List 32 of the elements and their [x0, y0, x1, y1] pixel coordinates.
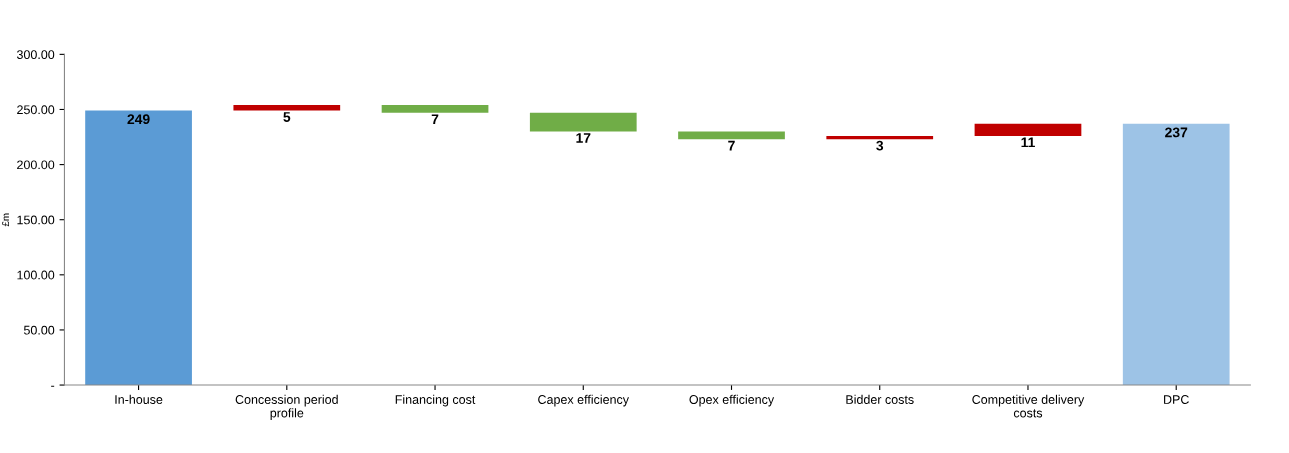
- x-tick-label: Capex efficiency: [538, 394, 629, 407]
- data-label: 7: [431, 114, 439, 124]
- x-tick-label: Opex efficiency: [689, 394, 775, 407]
- bar: [233, 105, 341, 111]
- x-tick-label: DPC: [1164, 395, 1189, 404]
- y-tick-label: 150.00: [17, 215, 55, 225]
- bar: [85, 110, 192, 386]
- x-tick-label: Financing cost: [395, 394, 476, 407]
- x-tick-label: Competitive delivery costs: [972, 394, 1085, 418]
- data-label: 249: [127, 114, 150, 125]
- y-tick-label: 50.00: [23, 325, 55, 335]
- bar: [974, 123, 1082, 136]
- bar: [529, 112, 637, 132]
- bar: [1122, 123, 1230, 386]
- y-axis-title: £m: [2, 213, 9, 227]
- y-tick-label: -: [51, 385, 55, 387]
- x-tick-label: Concession period profile: [235, 394, 338, 420]
- y-tick-label: 100.00: [17, 270, 55, 280]
- x-tick-label: Bidder costs: [846, 394, 914, 404]
- bar: [826, 135, 934, 140]
- data-label: 5: [283, 112, 291, 122]
- data-label: 7: [728, 140, 735, 151]
- data-label: 237: [1165, 127, 1188, 138]
- x-tick-label: In-house: [115, 394, 163, 404]
- bar: [678, 131, 785, 140]
- y-tick-label: 300.00: [16, 50, 55, 60]
- y-tick-label: 250.00: [17, 105, 55, 115]
- bar: [381, 105, 489, 113]
- data-label: 3: [876, 140, 884, 151]
- data-label: 17: [576, 133, 591, 143]
- y-tick-label: 200.00: [17, 160, 55, 170]
- data-label: 11: [1021, 137, 1035, 148]
